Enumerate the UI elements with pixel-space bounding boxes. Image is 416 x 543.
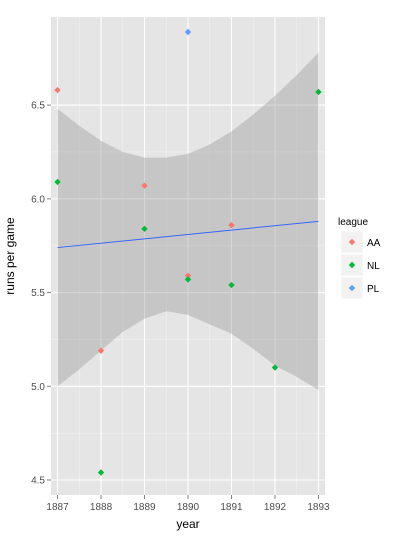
data-point-aa: [184, 272, 192, 279]
data-point-nl: [228, 281, 235, 289]
y-tick-label: 6.0: [31, 194, 45, 205]
x-tick-label: 1893: [307, 502, 330, 513]
data-point-pl: [184, 28, 192, 36]
legend-title: league: [338, 217, 368, 228]
legend-marker-nl: [348, 261, 356, 269]
data-point-aa: [141, 182, 148, 189]
y-axis-title: runs per game: [3, 217, 17, 295]
x-tick-label: 1887: [46, 502, 69, 513]
data-point-nl: [141, 225, 148, 233]
trend-line: [57, 220, 319, 249]
x-axis-ticks: 1887 1888 1889 1890 1891 1892 1893: [46, 495, 330, 513]
data-point-nl: [315, 88, 322, 96]
legend-items: AA NL PL: [340, 230, 381, 300]
x-tick-label: 1889: [133, 502, 156, 513]
x-axis-title: year: [176, 517, 199, 531]
x-tick-label: 1892: [264, 502, 287, 513]
legend-label-nl: NL: [367, 261, 380, 272]
y-tick-label: 5.5: [31, 288, 45, 299]
x-tick-label: 1888: [90, 502, 113, 513]
data-points: [54, 28, 322, 476]
y-tick-label: 6.5: [31, 101, 45, 112]
data-point-nl: [184, 276, 192, 283]
legend-label-pl: PL: [367, 284, 380, 295]
data-point-nl: [271, 364, 279, 371]
y-tick-label: 5.0: [31, 382, 45, 393]
y-axis-ticks: 4.5 5.0 5.5 6.0 6.5: [31, 101, 51, 487]
data-point-aa: [228, 221, 235, 229]
x-tick-label: 1890: [177, 502, 200, 513]
data-point-nl: [97, 469, 105, 476]
confidence-band: [57, 52, 319, 391]
legend-marker-pl: [348, 284, 356, 292]
legend: league AA NL PL: [338, 217, 381, 300]
legend-label-aa: AA: [367, 238, 381, 249]
legend-marker-aa: [348, 238, 356, 246]
data-point-nl: [54, 178, 61, 186]
y-tick-label: 4.5: [31, 476, 45, 487]
major-gridlines: [51, 17, 325, 495]
x-tick-label: 1891: [220, 502, 243, 513]
data-point-aa: [97, 347, 105, 354]
data-point-aa: [54, 86, 61, 94]
